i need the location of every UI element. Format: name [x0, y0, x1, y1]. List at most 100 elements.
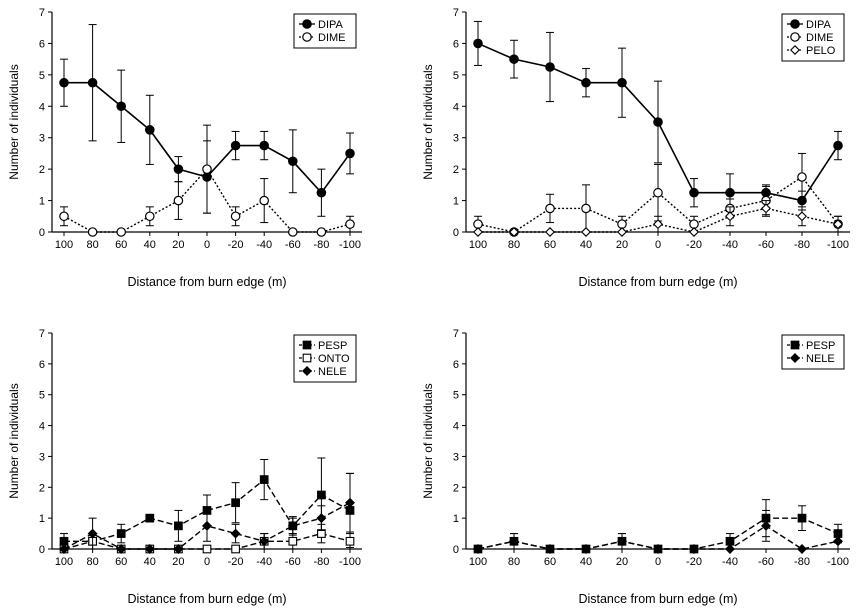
x-axis-label: Distance from burn edge (m)	[127, 592, 286, 606]
data-point	[173, 195, 184, 206]
y-tick-label: 0	[453, 227, 459, 239]
data-point	[87, 227, 98, 237]
series-line	[64, 478, 351, 542]
y-tick-label: 1	[453, 196, 459, 208]
x-tick-label: 80	[508, 556, 520, 568]
data-point	[259, 195, 269, 206]
x-tick-label: -80	[313, 556, 329, 568]
legend-label: DIME	[318, 32, 346, 44]
data-point	[59, 536, 69, 546]
x-axis-label: Distance from burn edge (m)	[578, 592, 737, 606]
x-tick-label: -60	[285, 239, 301, 251]
data-point	[202, 544, 212, 554]
data-point	[174, 521, 183, 531]
data-point	[116, 529, 126, 538]
data-point	[797, 544, 807, 554]
data-point	[230, 528, 241, 539]
x-tick-label: -20	[228, 239, 244, 251]
chart-panel-3: 0 1 2 3 4 5 6 7 100 80 60 40 20 0 -20 -40 -60 -80 -100 Numb…	[7, 328, 362, 606]
chart-panel-2: 0 1 2 3 4 5 6 7 100 80 60 40 20 0 -20 -40 -60 -80 -100 Numb…	[421, 7, 850, 289]
x-tick-label: -80	[313, 239, 329, 251]
y-tick-label: 6	[453, 359, 459, 371]
x-tick-label: -60	[285, 556, 301, 568]
x-tick-label: 40	[144, 239, 156, 251]
y-tick-label: 0	[39, 544, 45, 556]
data-point	[202, 164, 212, 174]
data-point	[653, 117, 663, 127]
x-tick-label: -40	[722, 239, 738, 251]
data-point	[581, 203, 591, 214]
series-nele	[473, 509, 843, 554]
data-point	[725, 187, 735, 198]
data-point	[116, 101, 126, 112]
data-point	[581, 77, 591, 88]
legend-label: DIPA	[318, 19, 344, 31]
data-point	[545, 227, 555, 237]
data-point	[761, 520, 771, 531]
data-point	[202, 520, 212, 531]
y-tick-label: 2	[39, 164, 45, 176]
y-tick-label: 3	[39, 133, 45, 145]
x-tick-label: 100	[469, 239, 487, 251]
legend-label: NELE	[806, 353, 835, 365]
data-point	[345, 536, 355, 546]
x-tick-label: -80	[794, 556, 810, 568]
series-line	[477, 176, 839, 233]
legend-label: DIPA	[806, 19, 832, 31]
data-point	[797, 513, 807, 523]
legend-marker	[302, 32, 312, 42]
data-point	[653, 219, 663, 230]
data-point	[316, 227, 327, 237]
legend-marker	[790, 353, 800, 363]
x-tick-label: -40	[722, 556, 738, 568]
data-point	[231, 498, 240, 508]
x-tick-label: -20	[686, 556, 702, 568]
series-dipa	[473, 20, 843, 213]
legend-label: DIME	[806, 32, 834, 44]
data-point	[259, 475, 269, 484]
data-point	[145, 513, 155, 523]
data-point	[345, 148, 355, 159]
data-point	[725, 211, 735, 222]
data-point	[259, 140, 269, 151]
data-point	[116, 544, 127, 554]
chart-panel-1: 0 1 2 3 4 5 6 7 100 80 60 40 20 0 -20 -40 -60 -80 -100 Numb…	[7, 7, 362, 289]
x-tick-label: -20	[686, 239, 702, 251]
data-point	[833, 140, 843, 151]
data-point	[59, 77, 69, 88]
data-point	[87, 528, 98, 539]
data-point	[509, 227, 519, 237]
series-nele	[59, 472, 355, 554]
data-point	[653, 187, 663, 198]
y-axis-label: Number of individuals	[7, 383, 21, 498]
legend-label: ONTO	[318, 353, 350, 365]
data-point	[545, 544, 555, 554]
x-tick-label: 100	[55, 239, 73, 251]
legend-marker	[790, 19, 800, 29]
x-tick-label: -100	[827, 239, 849, 251]
x-tick-label: -100	[827, 556, 849, 568]
y-tick-label: 4	[453, 421, 459, 433]
y-tick-label: 3	[39, 451, 45, 463]
data-point	[617, 227, 627, 237]
data-point	[59, 544, 69, 554]
y-tick-label: 6	[39, 359, 45, 371]
y-axis-label: Number of individuals	[421, 383, 435, 498]
legend-box	[293, 13, 357, 49]
data-point	[581, 227, 591, 237]
data-point	[581, 544, 591, 554]
x-tick-label: 20	[616, 239, 628, 251]
x-tick-label: 40	[580, 239, 592, 251]
legend-marker	[302, 340, 312, 350]
data-point	[545, 62, 555, 72]
x-tick-label: -20	[228, 556, 244, 568]
x-axis-label: Distance from burn edge (m)	[578, 275, 737, 289]
x-tick-label: 0	[204, 556, 210, 568]
data-point	[116, 227, 126, 237]
data-point	[473, 38, 483, 49]
data-point	[725, 536, 735, 546]
x-tick-label: 20	[616, 556, 628, 568]
data-point	[725, 544, 735, 554]
